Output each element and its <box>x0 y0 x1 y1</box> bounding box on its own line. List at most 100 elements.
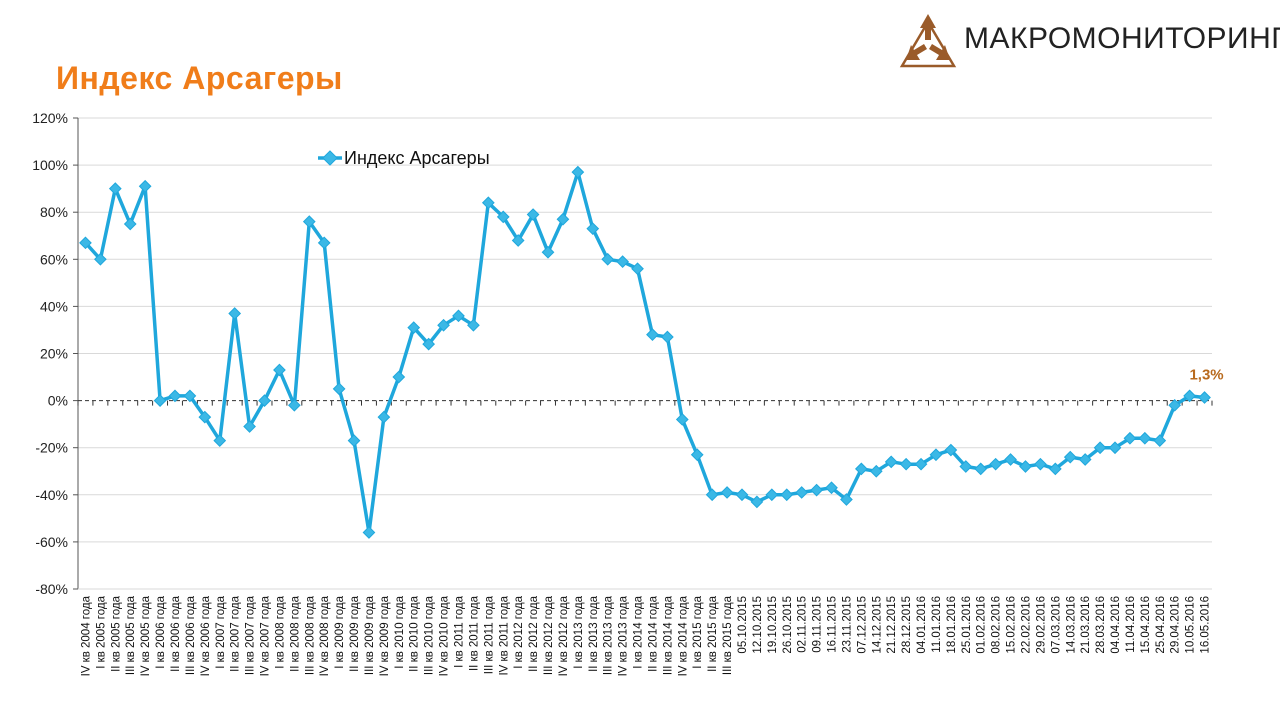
data-point <box>511 234 525 247</box>
data-point <box>810 483 823 497</box>
data-point <box>452 309 465 323</box>
data-point <box>586 222 600 236</box>
x-tick-label: 19.10.2015 <box>767 596 779 654</box>
x-tick-label: I кв 2013 года <box>573 595 585 668</box>
x-tick-label: 29.02.2016 <box>1035 596 1047 654</box>
data-point <box>153 394 167 407</box>
data-point <box>840 493 853 506</box>
data-point <box>1034 457 1047 471</box>
x-tick-label: II кв 2011 года <box>468 595 480 671</box>
x-tick-label: IV кв 2012 года <box>558 595 570 676</box>
x-tick-label: III кв 2014 года <box>662 595 674 675</box>
data-point <box>302 215 316 228</box>
data-point <box>407 321 421 334</box>
x-tick-label: III кв 2013 года <box>603 595 615 675</box>
data-point <box>198 410 212 424</box>
data-point <box>243 420 256 433</box>
x-tick-label: 18.01.2016 <box>946 596 958 654</box>
x-tick-label: I кв 2015 года <box>692 595 704 668</box>
x-tick-label: III кв 2005 года <box>125 595 137 675</box>
x-tick-label: I кв 2005 года <box>95 595 107 668</box>
legend-swatch-marker <box>322 150 338 166</box>
x-tick-label: II кв 2008 года <box>289 595 301 671</box>
x-tick-label: 04.04.2016 <box>1110 596 1122 654</box>
data-point <box>601 252 615 266</box>
x-tick-label: 29.04.2016 <box>1170 596 1182 654</box>
x-tick-label: II кв 2014 года <box>647 595 659 671</box>
x-tick-label: IV кв 2005 года <box>140 595 152 676</box>
data-label: 1,3% <box>1189 367 1223 384</box>
data-point <box>273 363 286 377</box>
data-point <box>1093 441 1107 455</box>
series-line <box>84 170 1205 535</box>
x-tick-label: 12.10.2015 <box>752 596 764 654</box>
data-point <box>94 252 107 266</box>
x-tick-label: I кв 2010 года <box>394 595 406 668</box>
y-tick-label: 120% <box>32 110 68 126</box>
x-tick-label: IV кв 2014 года <box>677 595 689 676</box>
data-point <box>1183 389 1196 403</box>
x-tick-label: 28.12.2015 <box>901 596 913 654</box>
series-group <box>84 170 1205 535</box>
x-tick-label: III кв 2007 года <box>245 595 257 675</box>
data-point <box>168 389 182 403</box>
data-point <box>1004 453 1017 466</box>
data-point <box>616 255 629 269</box>
data-point <box>1138 431 1152 445</box>
data-point <box>258 394 271 407</box>
x-tick-label: III кв 2006 года <box>185 595 197 675</box>
data-point <box>929 448 943 462</box>
data-point <box>1108 441 1122 455</box>
x-tick-label: 16.05.2016 <box>1200 596 1212 654</box>
x-tick-label: II кв 2009 года <box>349 595 361 671</box>
x-tick-label: III кв 2010 года <box>424 595 436 675</box>
data-point <box>959 460 973 473</box>
data-point <box>646 328 659 342</box>
data-point <box>1078 453 1092 466</box>
data-point <box>780 488 794 502</box>
x-tick-label: II кв 2010 года <box>409 595 421 671</box>
y-tick-label: -80% <box>35 581 68 597</box>
x-tick-label: III кв 2012 года <box>543 595 555 675</box>
data-point <box>481 196 495 210</box>
data-point <box>854 462 868 476</box>
x-tick-label: 02.11.2015 <box>797 596 809 653</box>
data-point <box>362 526 376 539</box>
x-tick-label: IV кв 2004 года <box>80 595 92 676</box>
data-point <box>795 486 809 499</box>
x-tick-label: 04.01.2016 <box>916 596 928 654</box>
x-tick-label: I кв 2011 года <box>453 595 465 667</box>
data-point <box>1123 431 1137 445</box>
x-tick-label: 11.04.2016 <box>1125 596 1137 653</box>
x-axis-ticks: IV кв 2004 года I кв 2005 года II кв 2005 … <box>77 400 1213 676</box>
legend[interactable]: Индекс Арсагеры <box>318 148 490 168</box>
y-tick-label: 80% <box>40 204 68 220</box>
x-tick-label: I кв 2008 года <box>274 595 286 668</box>
x-tick-label: II кв 2015 года <box>707 595 719 671</box>
data-point <box>825 481 838 495</box>
x-tick-label: 21.12.2015 <box>886 596 898 654</box>
data-point <box>541 245 555 259</box>
data-point <box>377 410 391 424</box>
grid <box>78 117 1212 590</box>
data-point <box>675 413 689 426</box>
y-tick-label: -20% <box>35 440 68 456</box>
x-tick-label: II кв 2005 года <box>110 595 122 671</box>
logo: МАКРОМОНИТОРИНГ <box>898 12 1280 68</box>
data-point <box>228 307 242 320</box>
x-tick-label: III кв 2011 года <box>483 595 495 674</box>
x-tick-label: II кв 2013 года <box>588 595 600 671</box>
data-point <box>735 488 749 502</box>
x-tick-label: 21.03.2016 <box>1080 596 1092 654</box>
x-tick-label: 25.04.2016 <box>1155 596 1167 654</box>
y-tick-label: -60% <box>35 534 68 550</box>
x-tick-label: II кв 2007 года <box>230 595 242 671</box>
data-point <box>705 488 719 502</box>
data-point <box>884 455 898 469</box>
data-point <box>1019 460 1032 473</box>
data-labels: 1,3% <box>1189 367 1223 384</box>
data-point <box>765 488 779 502</box>
data-point <box>138 179 152 193</box>
x-tick-label: I кв 2007 года <box>215 595 227 668</box>
